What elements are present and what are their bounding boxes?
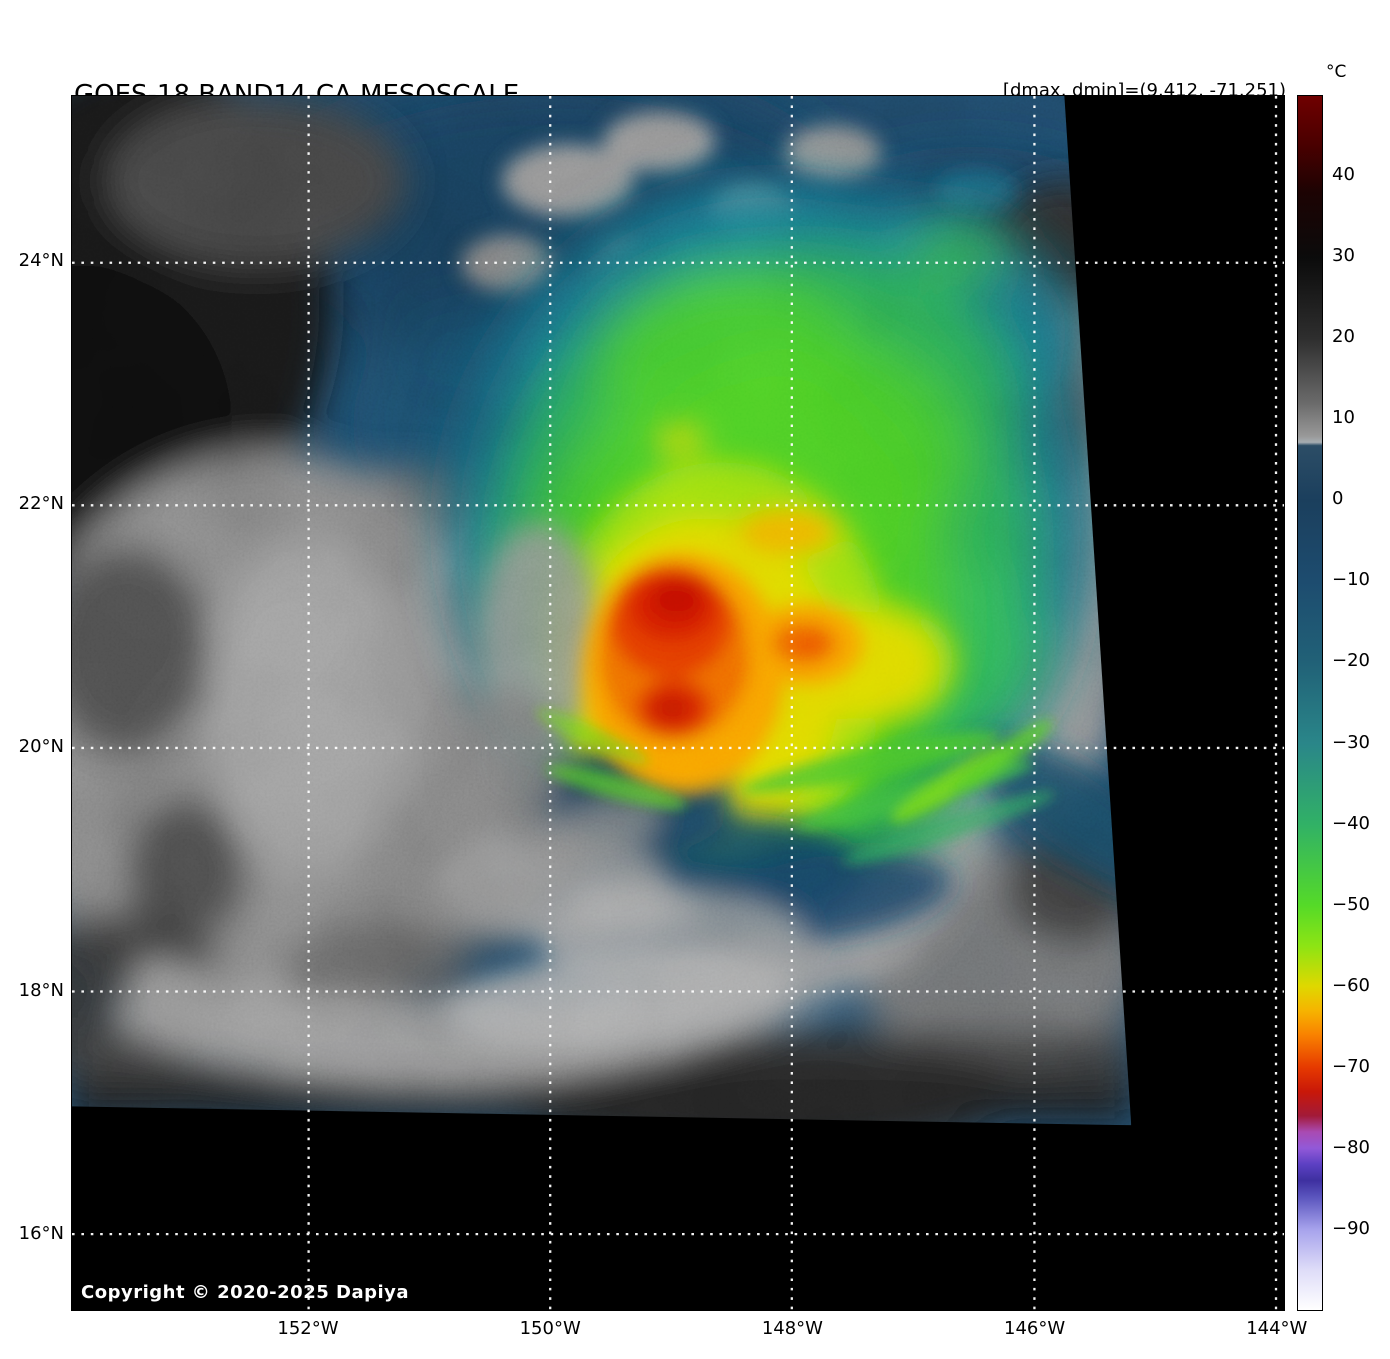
colorbar-tick-label: 20	[1332, 326, 1355, 348]
lon-tick-label: 146°W	[1004, 1318, 1066, 1339]
lon-tick-label: 148°W	[761, 1318, 823, 1339]
colorbar-unit-label: °C	[1326, 62, 1347, 82]
satellite-image	[72, 96, 1284, 1310]
colorbar-tick-label: 0	[1332, 488, 1344, 510]
lat-tick-label: 18°N	[18, 979, 64, 1001]
colorbar-tick-label: −80	[1332, 1136, 1370, 1158]
colorbar-tick-label: −90	[1332, 1217, 1370, 1239]
colorbar-tick-label: −10	[1332, 569, 1370, 591]
lon-tick-label: 152°W	[277, 1318, 339, 1339]
colorbar-tick-label: 30	[1332, 245, 1355, 267]
lon-tick-label: 150°W	[519, 1318, 581, 1339]
lat-tick-label: 24°N	[18, 249, 64, 271]
map-canvas: Copyright © 2020-2025 Dapiya	[71, 95, 1285, 1311]
lat-tick-label: 20°N	[18, 736, 64, 758]
colorbar-tick-label: −70	[1332, 1055, 1370, 1077]
lat-tick-label: 16°N	[18, 1222, 64, 1244]
colorbar-tick-label: −20	[1332, 650, 1370, 672]
colorbar	[1297, 95, 1323, 1311]
lon-tick-label: 144°W	[1246, 1318, 1308, 1339]
colorbar-tick-label: −60	[1332, 974, 1370, 996]
lat-tick-label: 22°N	[18, 493, 64, 515]
colorbar-tick-label: 40	[1332, 164, 1355, 186]
colorbar-tick-label: −30	[1332, 731, 1370, 753]
colorbar-tick-label: −50	[1332, 893, 1370, 915]
copyright-watermark: Copyright © 2020-2025 Dapiya	[81, 1282, 410, 1303]
colorbar-tick-label: 10	[1332, 407, 1355, 429]
colorbar-tick-label: −40	[1332, 812, 1370, 834]
colorbar-gradient	[1298, 96, 1322, 1310]
